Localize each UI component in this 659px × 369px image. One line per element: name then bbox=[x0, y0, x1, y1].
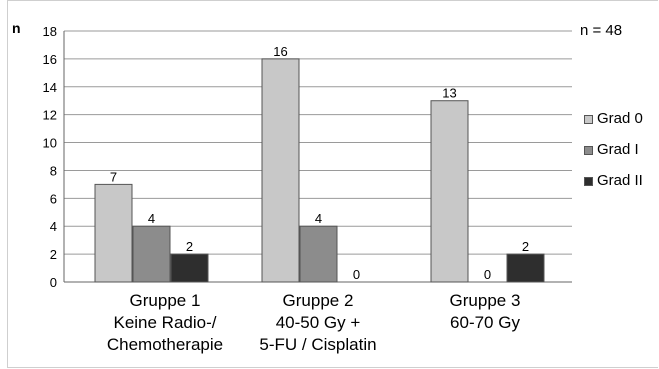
data-label-grad-0-gruppe-2: 16 bbox=[273, 44, 287, 59]
legend-label: Grad II bbox=[597, 172, 643, 189]
category-line: 60-70 Gy bbox=[450, 313, 520, 332]
category-line: Keine Radio-/ bbox=[113, 313, 217, 332]
bar-grad-0-gruppe-1 bbox=[94, 183, 133, 283]
legend-label: Grad 0 bbox=[597, 110, 643, 127]
y-tick-label: 10 bbox=[43, 136, 57, 151]
y-tick-label: 12 bbox=[43, 108, 57, 123]
data-label-grad-ii-gruppe-1: 2 bbox=[186, 239, 193, 254]
bar-grad-i-gruppe-1 bbox=[132, 225, 171, 283]
chart-frame bbox=[7, 0, 658, 368]
legend-swatch-grad-ii bbox=[584, 177, 593, 186]
y-tick-label: 0 bbox=[50, 275, 57, 290]
y-tick-label: 14 bbox=[43, 80, 57, 95]
category-line: Gruppe 2 bbox=[282, 291, 354, 310]
data-label-grad-0-gruppe-3: 13 bbox=[442, 86, 456, 101]
data-label-grad-i-gruppe-1: 4 bbox=[148, 211, 155, 226]
category-label-gruppe-3: Gruppe 3 60-70 Gy bbox=[400, 290, 570, 334]
bar-grad-i-gruppe-2 bbox=[299, 225, 338, 283]
y-tick-label: 6 bbox=[50, 191, 57, 206]
data-label-grad-ii-gruppe-2: 0 bbox=[353, 267, 360, 282]
y-tick-label: 16 bbox=[43, 52, 57, 67]
bar-grad-ii-gruppe-3 bbox=[506, 253, 545, 283]
category-line: Chemotherapie bbox=[106, 335, 224, 354]
bar-grad-0-gruppe-2 bbox=[261, 58, 300, 283]
y-axis-label: n bbox=[12, 20, 21, 36]
legend-label: Grad I bbox=[597, 141, 639, 158]
bar-grad-ii-gruppe-1 bbox=[170, 253, 209, 283]
sample-size-annotation: n = 48 bbox=[580, 22, 623, 39]
data-label-grad-0-gruppe-1: 7 bbox=[110, 169, 117, 184]
category-line: Gruppe 3 bbox=[449, 291, 521, 310]
legend-swatch-grad-0 bbox=[584, 115, 593, 124]
y-tick-label: 2 bbox=[50, 247, 57, 262]
bar-grad-0-gruppe-3 bbox=[430, 100, 469, 283]
category-label-gruppe-1: Gruppe 1 Keine Radio-/ Chemotherapie bbox=[80, 290, 250, 356]
data-label-grad-i-gruppe-2: 4 bbox=[315, 211, 322, 226]
category-line: 40-50 Gy + bbox=[275, 313, 361, 332]
category-line: Gruppe 1 bbox=[129, 291, 201, 310]
data-label-grad-ii-gruppe-3: 2 bbox=[522, 239, 529, 254]
data-label-grad-i-gruppe-3: 0 bbox=[484, 267, 491, 282]
legend-swatch-grad-i bbox=[584, 146, 593, 155]
y-tick-label: 8 bbox=[50, 163, 57, 178]
y-tick-label: 18 bbox=[43, 24, 57, 39]
y-tick-label: 4 bbox=[50, 219, 57, 234]
category-label-gruppe-2: Gruppe 2 40-50 Gy + 5-FU / Cisplatin bbox=[233, 290, 403, 356]
category-line: 5-FU / Cisplatin bbox=[259, 335, 377, 354]
